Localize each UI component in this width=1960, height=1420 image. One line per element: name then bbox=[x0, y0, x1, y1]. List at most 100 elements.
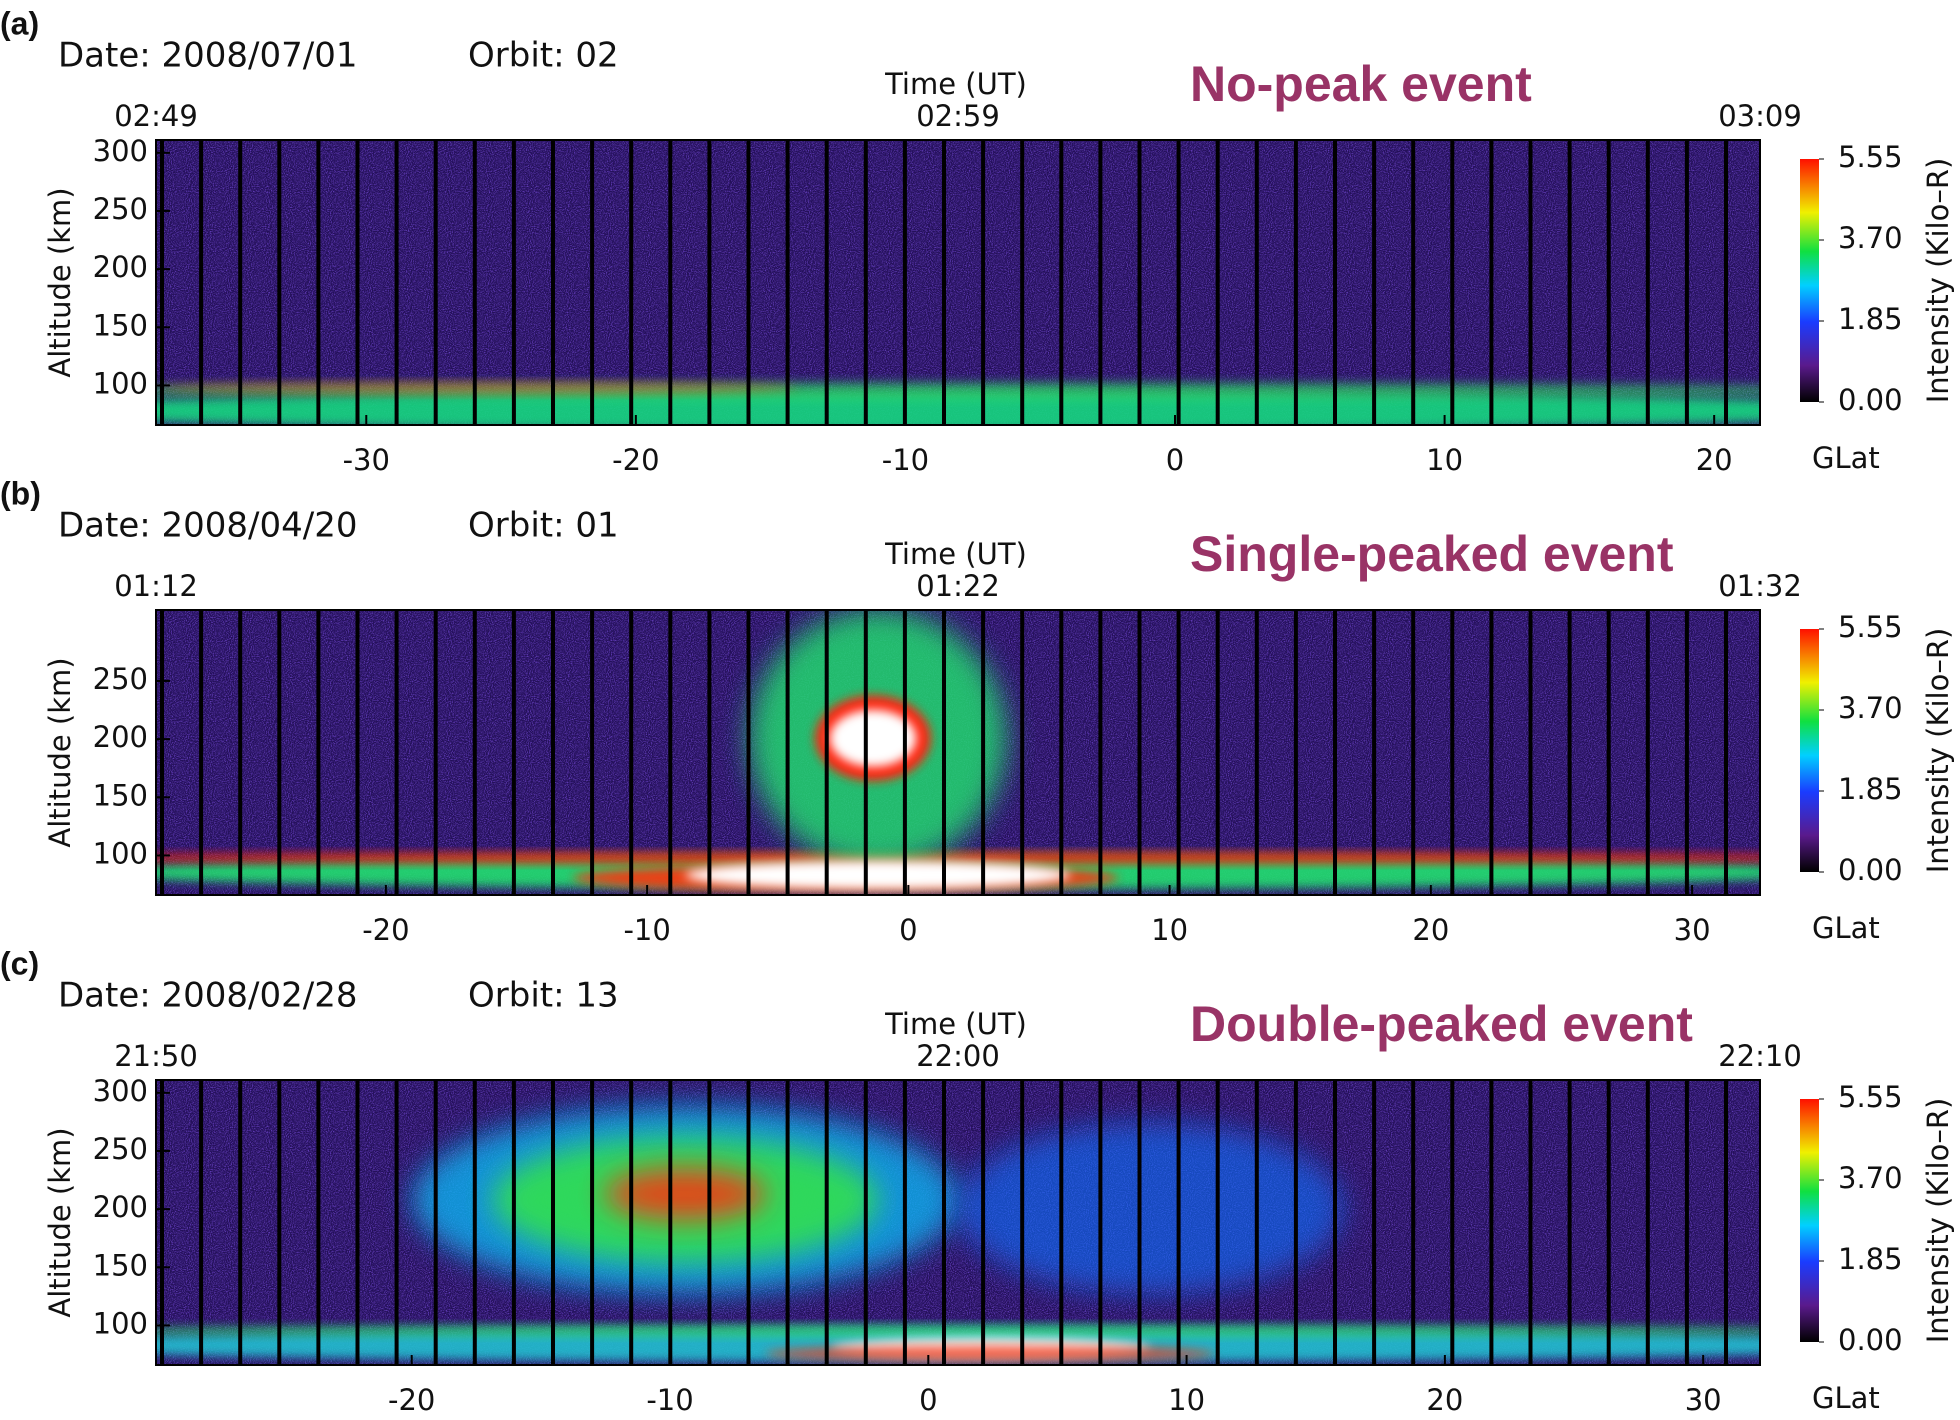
heatmap bbox=[156, 1080, 1760, 1365]
image-gap bbox=[746, 140, 751, 425]
image-gap bbox=[472, 610, 477, 895]
image-gap bbox=[981, 1080, 986, 1365]
image-gap bbox=[981, 610, 986, 895]
image-gap bbox=[1489, 1080, 1494, 1365]
image-gap bbox=[902, 140, 907, 425]
image-gap bbox=[1645, 610, 1650, 895]
image-gap bbox=[1176, 610, 1181, 895]
plot-frame bbox=[155, 609, 1761, 896]
time-tick-label: 22:10 bbox=[1718, 1039, 1802, 1073]
image-gap bbox=[160, 140, 164, 425]
image-gap bbox=[785, 140, 790, 425]
image-gap bbox=[199, 140, 204, 425]
image-gap bbox=[1684, 610, 1689, 895]
image-gap bbox=[433, 140, 438, 425]
image-gap bbox=[1528, 610, 1533, 895]
colorbar-tick-label: 0.00 bbox=[1838, 853, 1903, 887]
image-gap bbox=[511, 1080, 516, 1365]
emission-region bbox=[156, 852, 1760, 864]
image-gap bbox=[942, 140, 946, 425]
image-gap bbox=[707, 610, 712, 895]
image-gap bbox=[160, 610, 164, 895]
image-gap bbox=[1176, 140, 1181, 425]
image-gap bbox=[746, 1080, 751, 1365]
image-gap bbox=[238, 610, 243, 895]
image-gap bbox=[824, 610, 829, 895]
x-tick-label: -30 bbox=[343, 443, 390, 477]
panel: (b) Date: 2008/04/20 Orbit: 01 Time (UT) Sin… bbox=[0, 475, 1955, 947]
time-tick-label: 01:32 bbox=[1718, 569, 1802, 603]
time-axis-label: Time (UT) bbox=[884, 67, 1027, 101]
y-tick-label: 150 bbox=[93, 308, 148, 342]
colorbar-tick-label: 0.00 bbox=[1838, 1323, 1903, 1357]
image-gap bbox=[1254, 610, 1259, 895]
image-gap bbox=[551, 1080, 555, 1365]
image-gap bbox=[863, 1080, 868, 1365]
y-tick-label: 150 bbox=[93, 778, 148, 812]
time-tick-label: 02:49 bbox=[114, 99, 198, 133]
y-tick-label: 100 bbox=[93, 836, 148, 870]
image-gap bbox=[668, 140, 673, 425]
heatmap bbox=[156, 140, 1760, 425]
orbit-label: Orbit: 02 bbox=[468, 36, 619, 76]
image-gap bbox=[472, 1080, 477, 1365]
image-gap bbox=[1645, 1080, 1650, 1365]
image-gap bbox=[472, 140, 477, 425]
colorbar-tick-label: 1.85 bbox=[1838, 772, 1903, 806]
image-gap bbox=[1606, 610, 1611, 895]
colorbar bbox=[1800, 159, 1819, 402]
image-gap bbox=[1098, 1080, 1103, 1365]
date-label: Date: 2008/04/20 bbox=[58, 506, 358, 546]
image-gap bbox=[355, 610, 360, 895]
x-tick-label: 0 bbox=[1166, 443, 1184, 477]
image-gap bbox=[1059, 1080, 1064, 1365]
image-gap bbox=[1254, 1080, 1259, 1365]
image-gap bbox=[1450, 1080, 1455, 1365]
image-gap bbox=[1567, 1080, 1572, 1365]
image-gap bbox=[629, 140, 634, 425]
image-gap bbox=[1724, 140, 1728, 425]
panel-label: (b) bbox=[0, 475, 41, 511]
y-tick-label: 250 bbox=[93, 192, 148, 226]
heatmap bbox=[156, 610, 1760, 895]
image-gap bbox=[629, 610, 634, 895]
x-tick-label: -10 bbox=[646, 1383, 693, 1417]
x-tick-label: 0 bbox=[899, 913, 917, 947]
colorbar-tick-label: 0.00 bbox=[1838, 383, 1903, 417]
image-gap bbox=[668, 610, 673, 895]
colorbar-label: Intensity (Kilo–R) bbox=[1921, 1098, 1955, 1344]
x-tick-label: -10 bbox=[623, 913, 670, 947]
x-tick-label: 30 bbox=[1674, 913, 1711, 947]
emission-region bbox=[605, 1168, 766, 1220]
date-label: Date: 2008/02/28 bbox=[58, 976, 358, 1016]
image-gap bbox=[355, 140, 360, 425]
image-gap bbox=[433, 610, 438, 895]
image-gap bbox=[590, 140, 595, 425]
image-gap bbox=[1606, 140, 1611, 425]
image-gap bbox=[1411, 140, 1416, 425]
image-gap bbox=[511, 140, 516, 425]
image-gap bbox=[199, 1080, 204, 1365]
image-gap bbox=[394, 140, 399, 425]
image-gap bbox=[1137, 140, 1142, 425]
time-tick-label: 22:00 bbox=[916, 1039, 1000, 1073]
image-gap bbox=[1333, 140, 1337, 425]
image-gap bbox=[1215, 1080, 1220, 1365]
emission-region bbox=[829, 709, 917, 767]
image-gap bbox=[1293, 610, 1298, 895]
panel-title: Single-peaked event bbox=[1190, 526, 1674, 582]
image-gap bbox=[277, 610, 282, 895]
x-tick-label: 20 bbox=[1696, 443, 1733, 477]
image-gap bbox=[1450, 140, 1455, 425]
image-gap bbox=[1489, 610, 1494, 895]
x-tick-label: 10 bbox=[1151, 913, 1188, 947]
image-gap bbox=[238, 1080, 243, 1365]
image-gap bbox=[785, 610, 790, 895]
image-gap bbox=[316, 140, 321, 425]
panel-title: No-peak event bbox=[1190, 56, 1532, 112]
image-gap bbox=[1098, 610, 1103, 895]
image-gap bbox=[1137, 1080, 1142, 1365]
image-gap bbox=[551, 610, 555, 895]
image-gap bbox=[355, 1080, 360, 1365]
time-axis-label: Time (UT) bbox=[884, 537, 1027, 571]
